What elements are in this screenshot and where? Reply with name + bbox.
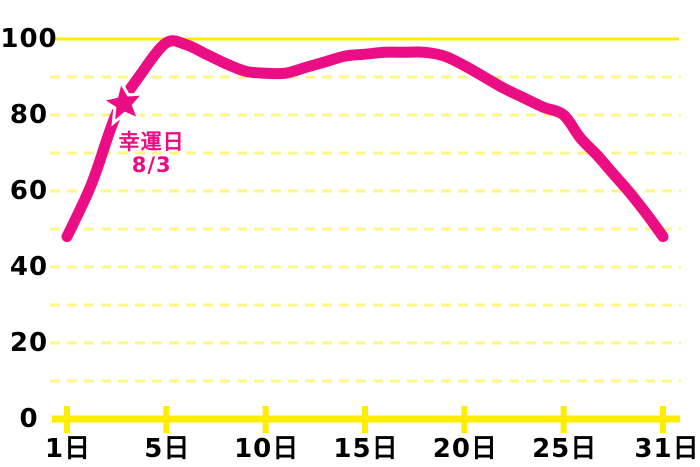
x-axis-label-31: 31日 [634, 434, 700, 464]
x-axis-label-10: 10日 [234, 434, 300, 464]
lucky-day-annotation: 幸運日 8/3 [118, 129, 185, 177]
y-axis-label-100: 100 [0, 24, 58, 54]
x-axis-label-20: 20日 [432, 434, 498, 464]
y-axis-label-80: 80 [9, 100, 49, 130]
y-axis-label-60: 60 [9, 176, 49, 206]
lucky-day-label: 幸運日 [118, 129, 185, 154]
x-axis-label-1: 1日 [44, 434, 92, 464]
y-axis-label-40: 40 [9, 252, 49, 282]
x-axis-label-5: 5日 [144, 434, 191, 464]
lucky-day-date: 8/3 [131, 152, 172, 177]
y-axis-label-20: 20 [9, 328, 49, 358]
biorhythm-curve [61, 35, 669, 243]
y-axis-label-0: 0 [19, 404, 39, 434]
x-axis-label-15: 15日 [333, 434, 399, 464]
x-axis-label-25: 25日 [532, 434, 598, 464]
lucky-day-star-icon [98, 77, 147, 127]
